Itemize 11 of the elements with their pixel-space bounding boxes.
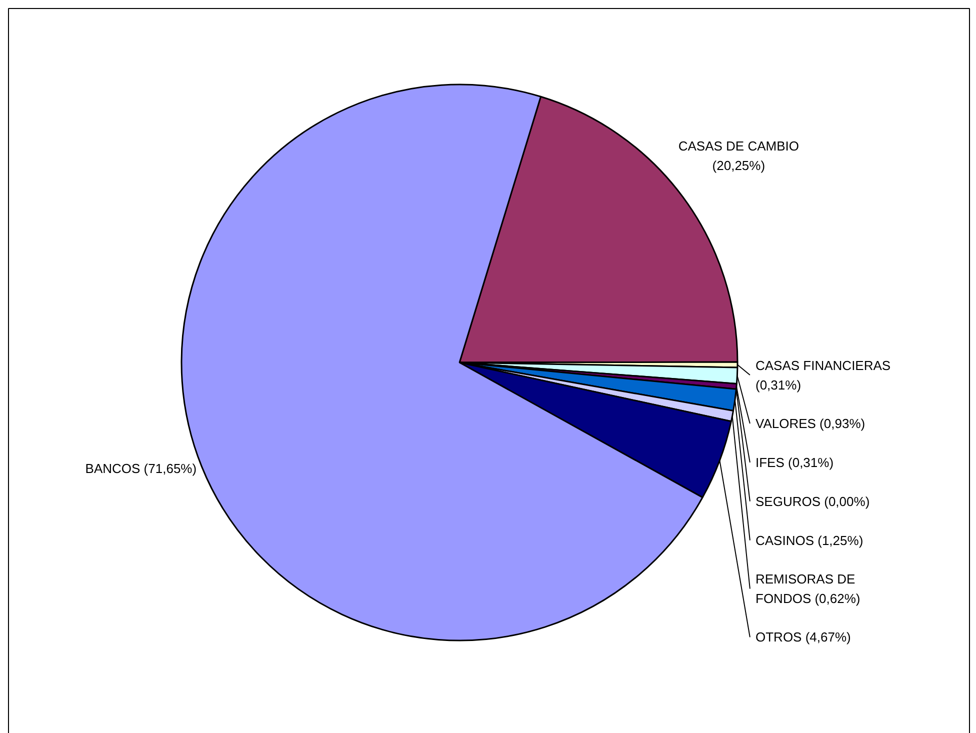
slice-label: VALORES (0,93%) — [756, 416, 866, 431]
slice-label: CASAS FINANCIERAS — [756, 358, 891, 373]
slice-label: CASAS DE CAMBIO — [678, 138, 799, 154]
slice-label: BANCOS (71,65%) — [85, 461, 197, 476]
slice-label: REMISORAS DE FONDOS (0,62%) — [756, 572, 860, 606]
slice-label: IFES (0,31%) — [756, 454, 834, 470]
data-label: (20,25%) — [712, 158, 766, 173]
data-label: (0,31%) — [756, 377, 802, 392]
slice-label: CASINOS (1,25%) — [756, 532, 864, 548]
slice-label: OTROS (4,67%) — [756, 630, 851, 645]
category-label: SEGUROS (0,00%) — [756, 494, 870, 509]
